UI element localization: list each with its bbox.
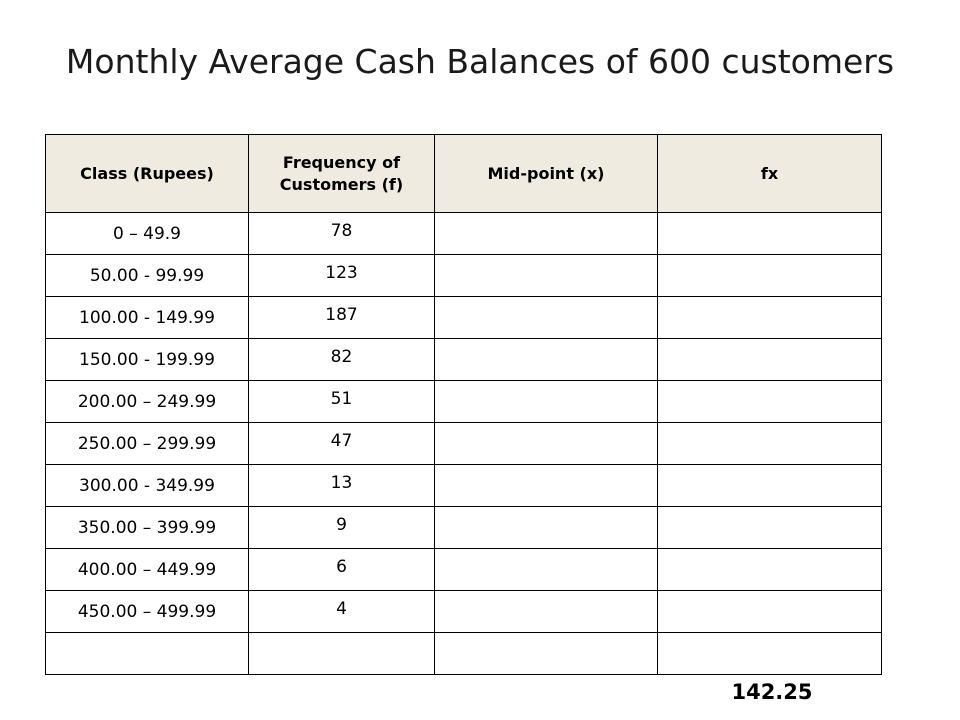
class-cell: 350.00 – 399.99 [45, 506, 249, 549]
mean-total-value: 142.25 [731, 680, 813, 704]
fx-cell [657, 422, 882, 465]
frequency-cell: 123 [248, 254, 435, 297]
midpoint-cell [434, 590, 658, 633]
midpoint-cell [434, 212, 658, 255]
midpoint-cell [434, 632, 658, 675]
class-cell: 450.00 – 499.99 [45, 590, 249, 633]
frequency-cell [248, 632, 435, 675]
class-cell: 150.00 - 199.99 [45, 338, 249, 381]
table-row: 400.00 – 449.99 6 [45, 548, 882, 591]
frequency-cell: 13 [248, 464, 435, 507]
table-header-row: Class (Rupees) Frequency of Customers (f… [45, 134, 882, 213]
fx-cell [657, 212, 882, 255]
class-cell: 400.00 – 449.99 [45, 548, 249, 591]
fx-cell [657, 254, 882, 297]
table-row: 200.00 – 249.99 51 [45, 380, 882, 423]
fx-cell [657, 590, 882, 633]
fx-cell [657, 380, 882, 423]
table-row: 300.00 - 349.99 13 [45, 464, 882, 507]
class-cell: 300.00 - 349.99 [45, 464, 249, 507]
midpoint-cell [434, 338, 658, 381]
fx-cell [657, 296, 882, 339]
midpoint-cell [434, 422, 658, 465]
frequency-cell: 4 [248, 590, 435, 633]
table-row: 50.00 - 99.99 123 [45, 254, 882, 297]
header-frequency: Frequency of Customers (f) [248, 134, 435, 213]
header-class: Class (Rupees) [45, 134, 249, 213]
midpoint-cell [434, 548, 658, 591]
class-cell: 200.00 – 249.99 [45, 380, 249, 423]
midpoint-cell [434, 464, 658, 507]
class-cell [45, 632, 249, 675]
class-cell: 50.00 - 99.99 [45, 254, 249, 297]
midpoint-cell [434, 506, 658, 549]
table-row: 250.00 – 299.99 47 [45, 422, 882, 465]
frequency-cell: 187 [248, 296, 435, 339]
table-row-empty [45, 632, 882, 675]
frequency-cell: 9 [248, 506, 435, 549]
class-cell: 250.00 – 299.99 [45, 422, 249, 465]
class-cell: 0 – 49.9 [45, 212, 249, 255]
class-cell: 100.00 - 149.99 [45, 296, 249, 339]
midpoint-cell [434, 254, 658, 297]
slide-title: Monthly Average Cash Balances of 600 cus… [65, 42, 895, 81]
frequency-table: Class (Rupees) Frequency of Customers (f… [45, 134, 882, 675]
frequency-cell: 51 [248, 380, 435, 423]
frequency-cell: 78 [248, 212, 435, 255]
table-row: 350.00 – 399.99 9 [45, 506, 882, 549]
header-midpoint: Mid-point (x) [434, 134, 658, 213]
frequency-cell: 82 [248, 338, 435, 381]
table-row: 150.00 - 199.99 82 [45, 338, 882, 381]
table-row: 100.00 - 149.99 187 [45, 296, 882, 339]
header-fx: fx [657, 134, 882, 213]
fx-cell [657, 632, 882, 675]
midpoint-cell [434, 380, 658, 423]
fx-cell [657, 506, 882, 549]
fx-cell [657, 338, 882, 381]
frequency-cell: 6 [248, 548, 435, 591]
fx-cell [657, 464, 882, 507]
midpoint-cell [434, 296, 658, 339]
fx-cell [657, 548, 882, 591]
table-row: 450.00 – 499.99 4 [45, 590, 882, 633]
frequency-cell: 47 [248, 422, 435, 465]
table-row: 0 – 49.9 78 [45, 212, 882, 255]
